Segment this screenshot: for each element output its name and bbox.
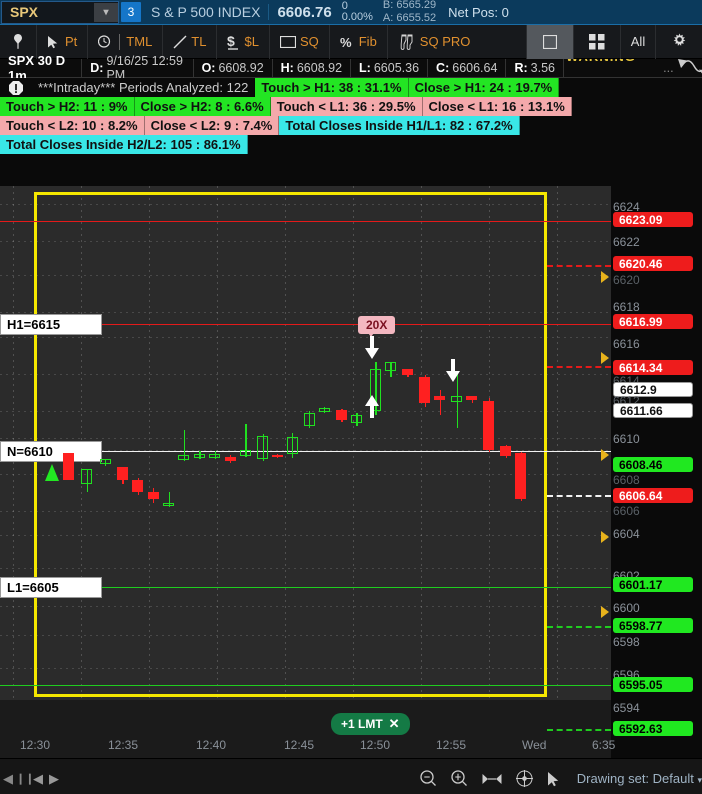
- svg-text:$: $: [227, 34, 235, 49]
- svg-text:%: %: [340, 35, 352, 49]
